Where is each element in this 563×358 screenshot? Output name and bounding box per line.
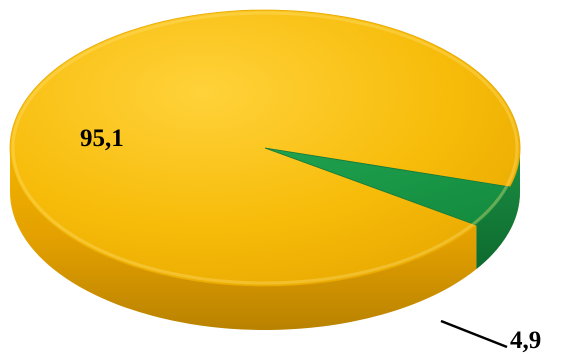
slice-label-large: 95,1 — [80, 125, 124, 152]
leader-line-small — [440, 319, 508, 349]
slice-side-small — [476, 148, 520, 270]
slice-large — [9, 9, 521, 287]
slice-small — [264, 147, 511, 226]
slice-label-small: 4,9 — [510, 327, 541, 354]
pie-rim-highlight — [11, 11, 519, 285]
slice-side-large — [10, 148, 477, 331]
